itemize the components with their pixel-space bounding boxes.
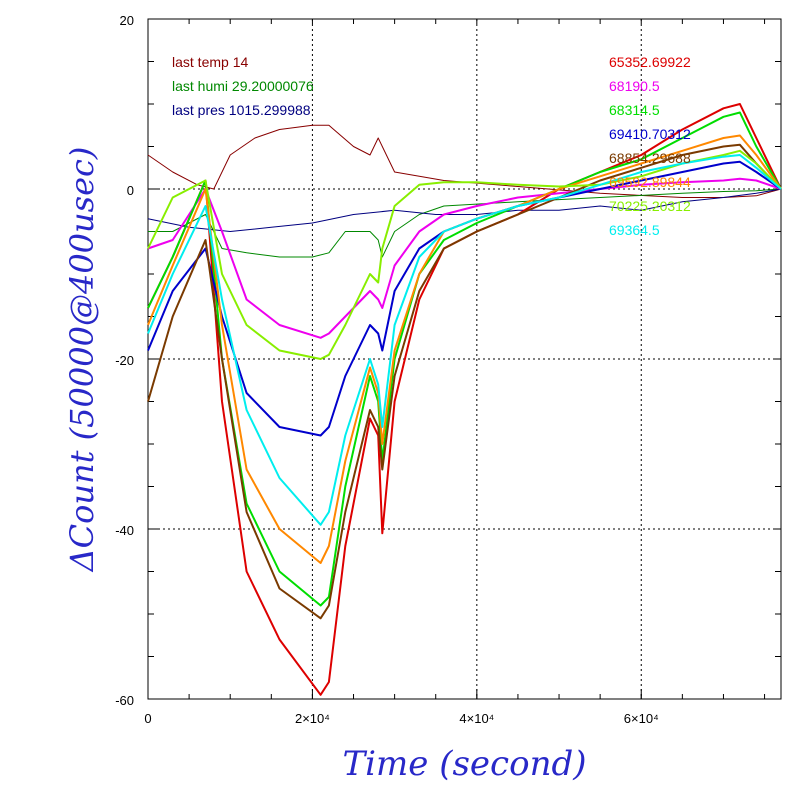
series-line-2 [147,177,782,339]
x-tick-label: 0 [144,711,151,726]
trace-pres [147,188,782,232]
legend-entry-7: 70225.20312 [609,198,691,214]
y-tick-label: 20 [120,13,134,28]
series-line-8 [147,154,782,526]
series-line-4 [147,160,782,437]
series-line-6 [147,134,782,564]
annotation-1: last temp 14 [172,54,248,70]
legend-entry-2: 68190.5 [609,78,660,94]
x-tick-label: 2×10⁴ [295,711,330,726]
legend-entry-4: 69410.70312 [609,126,691,142]
y-tick-label: -60 [115,693,134,708]
y-tick-label: 0 [127,183,134,198]
annotation-3: last pres 1015.299988 [172,102,311,118]
annotation-2: last humi 29.20000076 [172,78,314,94]
legend-entry-5: 68854.29688 [609,150,691,166]
x-tick-label: 4×10⁴ [459,711,494,726]
y-tick-label: -40 [115,523,134,538]
x-tick-label: 6×10⁴ [624,711,659,726]
legend-entry-6: 69592.89844 [609,174,691,190]
y-tick-label: -20 [115,353,134,368]
legend-entry-1: 65352.69922 [609,54,691,70]
trace-humi [148,188,782,258]
legend-entry-8: 69364.5 [609,222,660,238]
y-axis-title: ΔCount (50000@400usec) [63,147,101,574]
legend-entry-3: 68314.5 [609,102,660,118]
series-line-3 [147,111,782,607]
series-line-5 [147,143,782,620]
series-line-1 [147,103,782,696]
x-axis-title: Time (second) [343,744,587,784]
